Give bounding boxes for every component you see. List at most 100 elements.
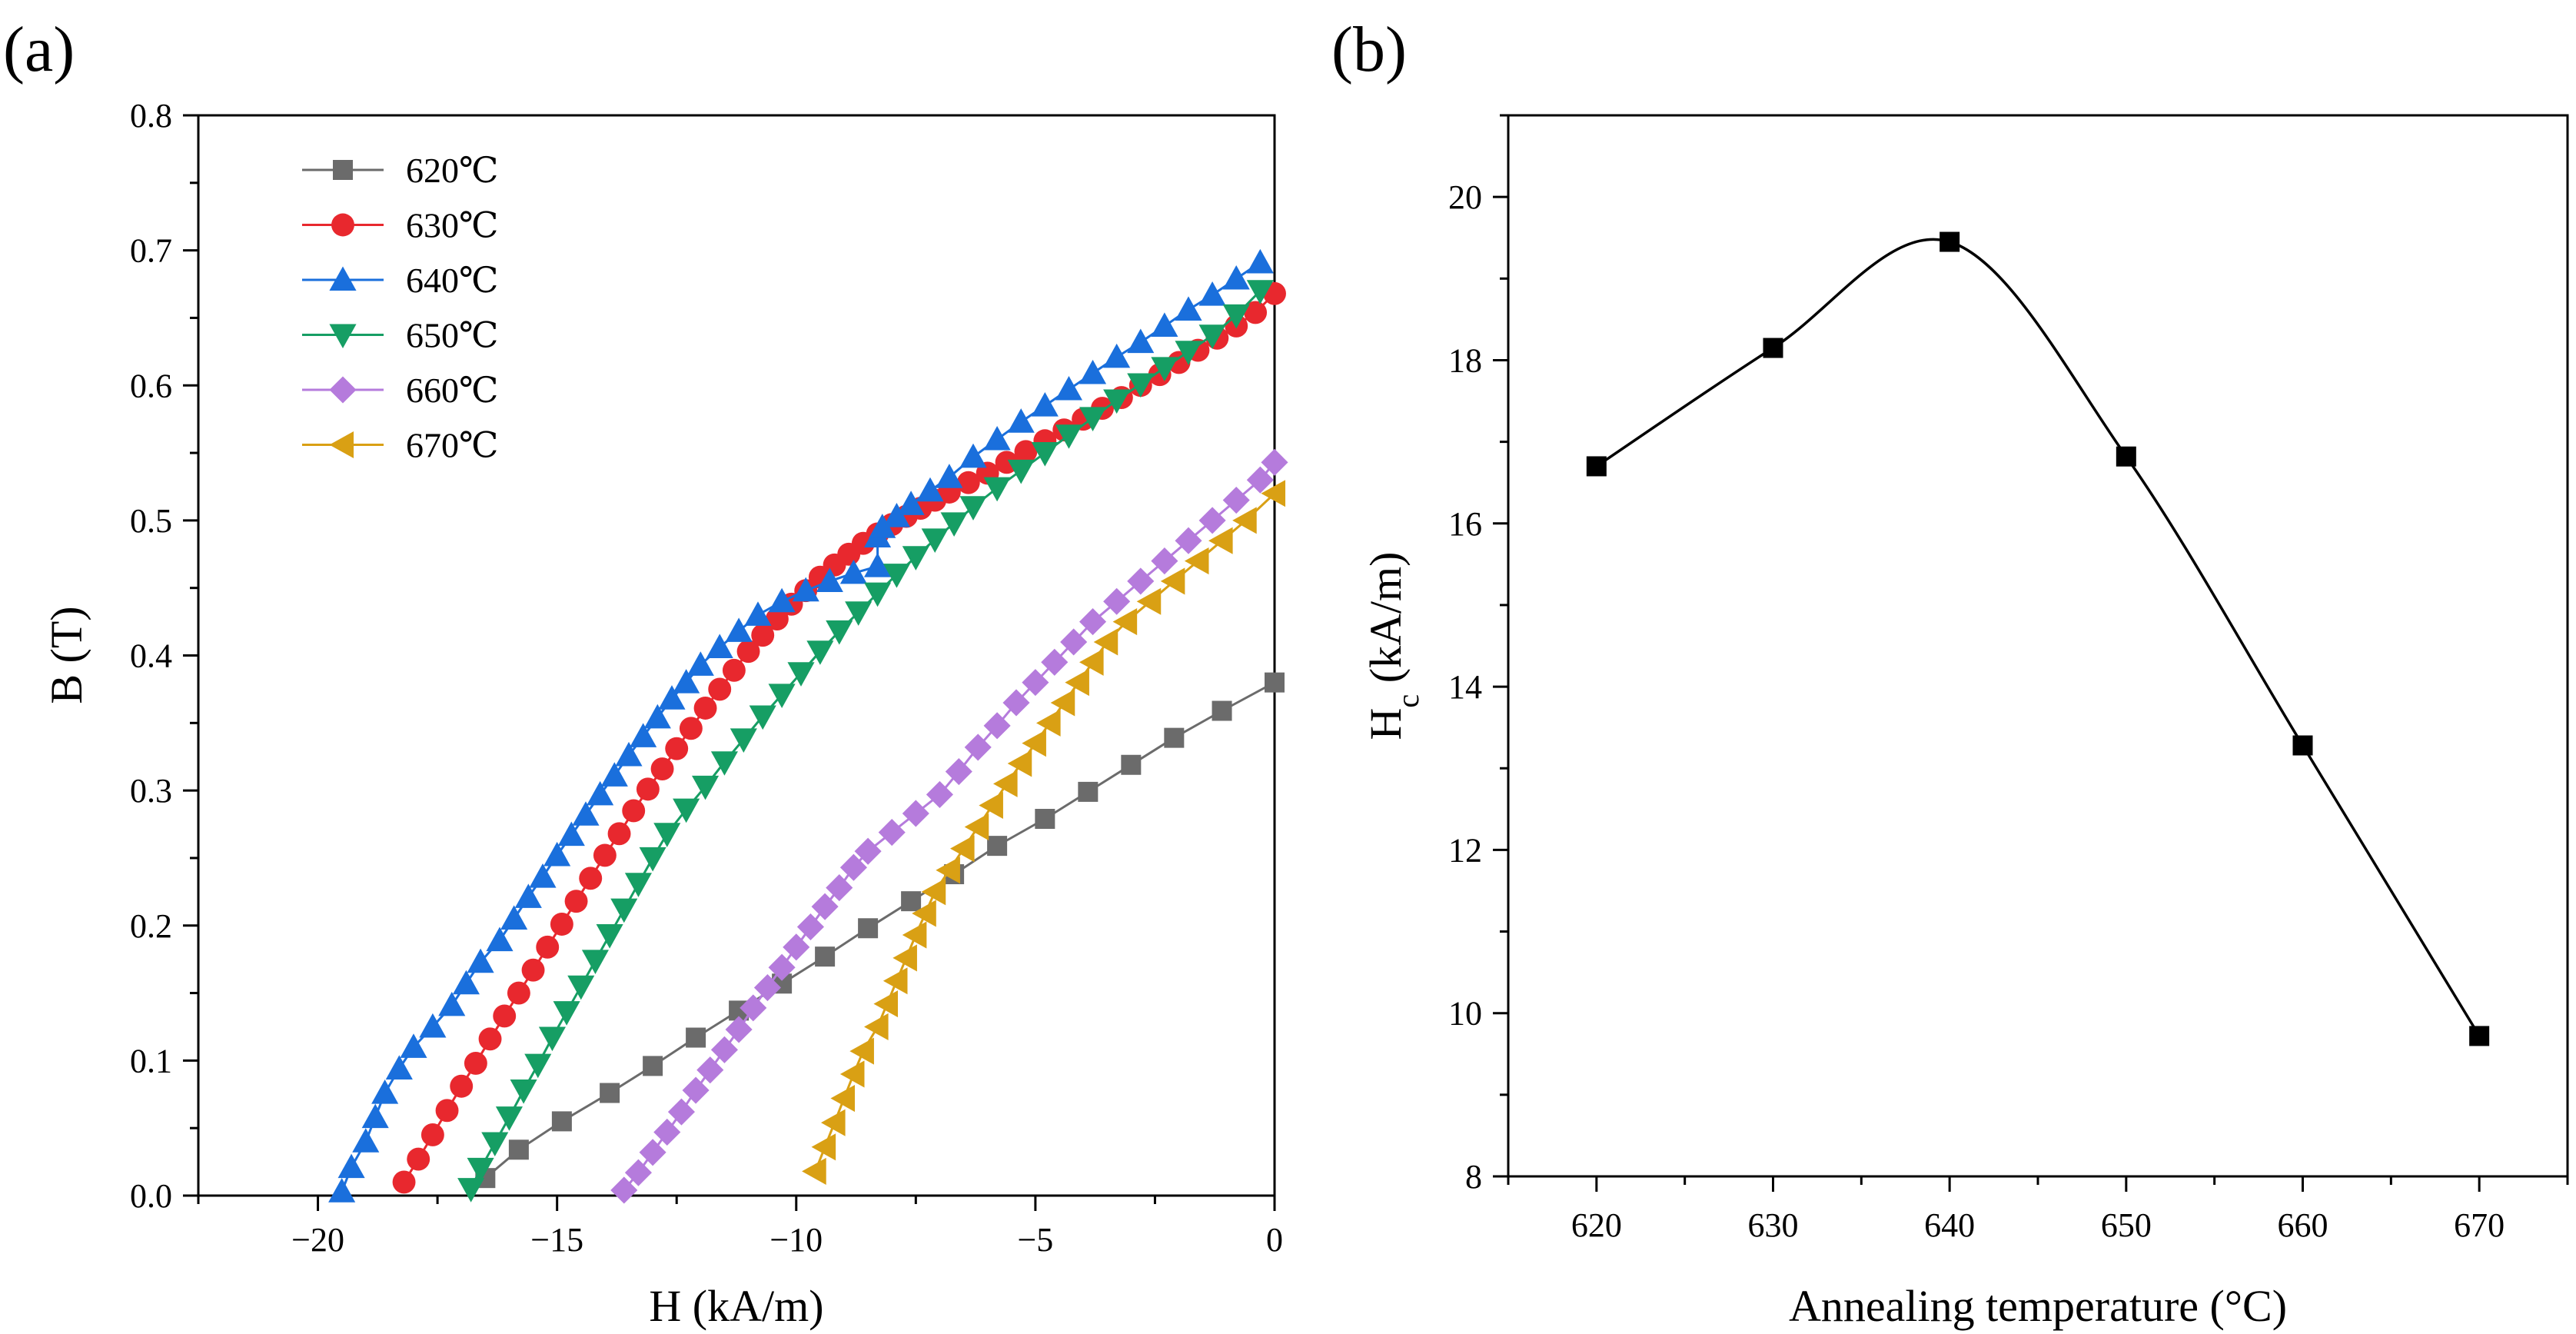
data-point: [524, 1053, 552, 1079]
data-point: [1232, 507, 1257, 534]
data-point: [902, 800, 929, 827]
data-point: [636, 777, 660, 801]
data-point: [481, 1132, 509, 1157]
chart-a-y-tick-label: 0.3: [130, 772, 172, 810]
chart-a-series-640: [328, 248, 1274, 1203]
data-point: [692, 775, 720, 800]
data-point: [845, 601, 873, 626]
data-point: [514, 883, 542, 908]
chart-a: −20 −15 −10 −5 00.00.10.20.30.40.50.60.70.8 …: [42, 97, 1288, 1331]
data-point: [1050, 689, 1075, 717]
data-point: [435, 1099, 459, 1123]
legend-label: 670℃: [406, 426, 498, 465]
data-point: [882, 967, 908, 995]
data-point: [830, 1085, 856, 1113]
chart-a-y-tick-label: 0.4: [130, 637, 172, 675]
data-point: [806, 640, 834, 665]
data-point: [826, 620, 853, 645]
data-point: [624, 1159, 652, 1186]
data-point: [902, 546, 929, 571]
data-point: [1103, 389, 1131, 414]
data-point: [673, 798, 700, 823]
data-point: [1261, 480, 1286, 507]
data-point: [1022, 669, 1049, 697]
data-point: [407, 1147, 430, 1171]
data-point: [450, 1074, 474, 1098]
data-point: [622, 799, 646, 823]
data-point: [610, 898, 638, 923]
chart-b-plot-frame: [1507, 114, 2569, 1178]
data-point: [1212, 700, 1232, 721]
data-point: [1007, 408, 1035, 433]
data-point: [1036, 709, 1061, 737]
data-point: [816, 567, 843, 592]
data-point: [864, 1013, 889, 1041]
data-point: [452, 970, 480, 995]
data-point: [710, 751, 738, 776]
data-point: [926, 780, 953, 808]
data-point: [1007, 750, 1032, 777]
data-point: [653, 1118, 681, 1146]
data-point: [2292, 735, 2313, 756]
data-point: [673, 669, 700, 694]
data-point: [882, 503, 910, 527]
data-point: [543, 841, 571, 867]
chart-b-x-axis-title: Annealing temperature (°C): [1789, 1281, 2287, 1331]
chart-b: 620 630 640 650 660 670 8 10 12 14 16 18 20 Annealin…: [1361, 114, 2569, 1331]
data-point: [1160, 567, 1185, 595]
data-point: [495, 1106, 523, 1131]
data-point: [1079, 648, 1104, 676]
data-point: [956, 471, 980, 494]
data-point: [1198, 324, 1226, 349]
data-point: [792, 577, 819, 602]
data-point: [1222, 304, 1250, 329]
data-point: [753, 973, 781, 1002]
data-point: [1244, 301, 1268, 324]
data-point: [337, 1153, 365, 1179]
data-point: [849, 1037, 874, 1065]
chart-a-x-tick-label: 0: [1266, 1221, 1283, 1259]
data-point: [371, 1079, 399, 1104]
data-point: [624, 873, 652, 897]
data-point: [1175, 341, 1202, 365]
data-point: [882, 564, 910, 588]
data-point: [892, 944, 917, 972]
legend-entry: 630℃: [302, 206, 498, 245]
data-point: [878, 819, 906, 847]
data-point: [420, 1123, 444, 1146]
data-point: [1055, 424, 1082, 449]
legend-marker: [333, 160, 353, 180]
data-point: [2116, 446, 2136, 467]
data-point: [529, 863, 557, 888]
data-point: [864, 553, 892, 577]
data-point: [557, 821, 585, 847]
chart-a-y-tick-label: 0.1: [130, 1042, 172, 1080]
chart-a-y-tick-label: 0.7: [130, 232, 172, 270]
data-point: [815, 946, 836, 967]
data-point: [1002, 689, 1030, 717]
data-point: [940, 512, 968, 537]
data-point: [1112, 608, 1138, 636]
data-point: [936, 464, 963, 488]
data-point: [567, 975, 595, 1000]
data-point: [507, 981, 530, 1005]
data-point: [1208, 527, 1233, 554]
data-point: [328, 1178, 356, 1203]
series-line: [623, 461, 1276, 1191]
data-point: [639, 847, 666, 872]
data-point: [993, 770, 1018, 797]
data-point: [839, 1060, 865, 1088]
legend-entry: 650℃: [302, 316, 498, 355]
data-point: [916, 477, 944, 502]
data-point: [1175, 296, 1202, 321]
chart-b-y-tick-label: 16: [1448, 505, 1482, 543]
data-point: [1035, 809, 1055, 830]
data-point: [959, 496, 987, 521]
data-point: [1175, 527, 1202, 554]
data-point: [1261, 448, 1288, 476]
data-point: [912, 900, 936, 927]
legend-label: 640℃: [406, 261, 498, 300]
chart-a-x-tick-label: −5: [1017, 1221, 1053, 1259]
data-point: [508, 1139, 529, 1160]
data-point: [493, 1004, 517, 1028]
